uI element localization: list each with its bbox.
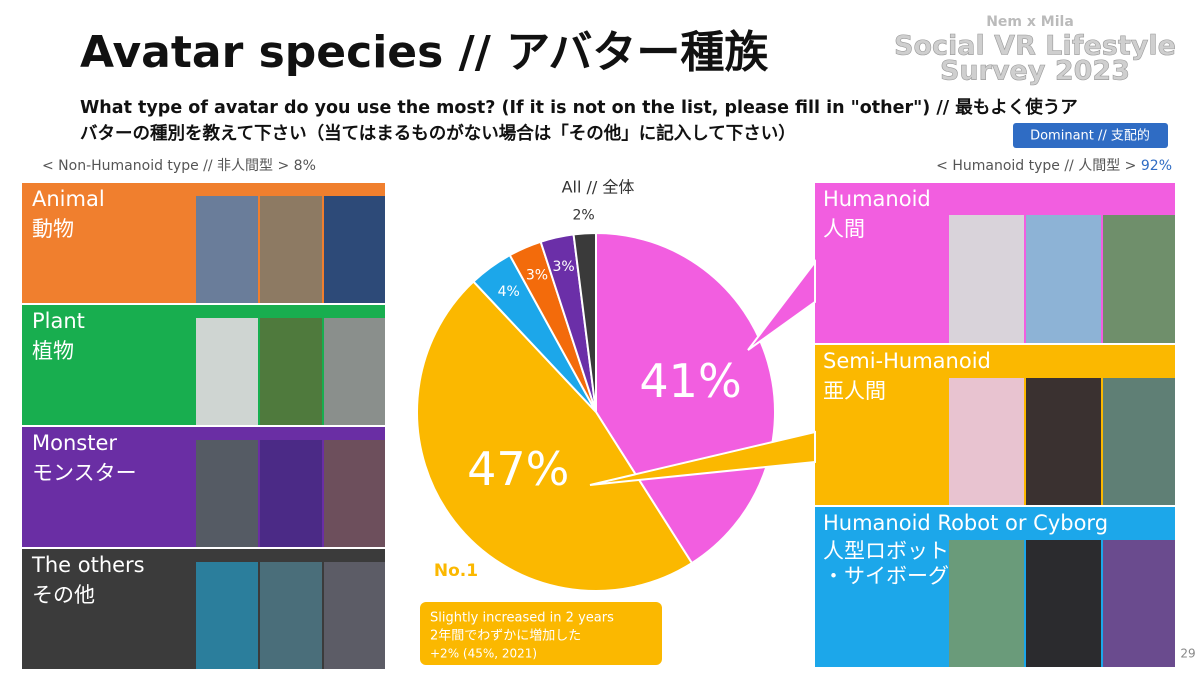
brand-top: Nem x Mila — [986, 14, 1074, 30]
value-label: 3% — [552, 259, 574, 275]
panel-label: その他 — [32, 583, 95, 607]
pie — [416, 231, 776, 592]
slide-title: Avatar species // アバター種族 — [80, 27, 768, 78]
panel-label: 人間 — [823, 217, 865, 241]
pie-labels: 41% 47% 4% 3%3% 2% — [467, 207, 742, 495]
panel-label: Monster — [32, 431, 117, 455]
rank-label: No.1 — [434, 561, 478, 581]
page-number: 29 — [1180, 647, 1195, 661]
panel-label: ・サイボーグ — [823, 564, 949, 588]
badge-bg — [1013, 123, 1168, 148]
rank-label: No.2 — [734, 272, 778, 292]
panel-label: 動物 — [32, 217, 74, 241]
right-heading: < Humanoid type // 人間型 > 92% — [936, 158, 1172, 174]
value-label: 47% — [467, 442, 569, 496]
chart-title: All // 全体 — [562, 178, 635, 197]
note: +2% (45%, 2021) — [430, 647, 537, 661]
pie-slice — [572, 231, 597, 413]
panel-label: The others — [31, 553, 145, 577]
panel-label: 人型ロボット — [823, 539, 949, 563]
panel-label: 亜人間 — [823, 379, 886, 403]
avatar-images — [196, 196, 385, 669]
question: What type of avatar do you use the most?… — [80, 97, 1078, 118]
note-box — [420, 602, 662, 665]
avatar-images — [949, 215, 1175, 667]
panel-label: Animal — [32, 187, 105, 211]
brand: Survey 2023 — [940, 56, 1130, 87]
value-label: 41% — [639, 354, 741, 408]
value-label: 4% — [498, 284, 520, 300]
badge: Dominant // 支配的 — [1030, 128, 1150, 144]
panel-label: Semi-Humanoid — [823, 349, 991, 373]
panel-label: モンスター — [32, 461, 137, 485]
pie-slice — [416, 280, 694, 592]
panel-label: 植物 — [32, 339, 74, 363]
left-heading: < Non-Humanoid type // 非人間型 > 8% — [42, 158, 316, 174]
panel-label: Humanoid Robot or Cyborg — [823, 511, 1108, 535]
value-label: 2% — [573, 207, 595, 223]
callout — [589, 430, 816, 486]
brand: Social VR Lifestyle — [894, 31, 1176, 62]
note: 2年間でわずかに増加した — [430, 629, 581, 644]
question: バターの種別を教えて下さい（当てはまるものがない場合は「その他」に記入して下さい… — [80, 123, 796, 144]
value-label: 3% — [526, 268, 548, 284]
callout — [747, 259, 816, 351]
panel-label: Plant — [32, 309, 85, 333]
note: Slightly increased in 2 years — [430, 611, 614, 626]
panel-label: Humanoid — [823, 187, 931, 211]
